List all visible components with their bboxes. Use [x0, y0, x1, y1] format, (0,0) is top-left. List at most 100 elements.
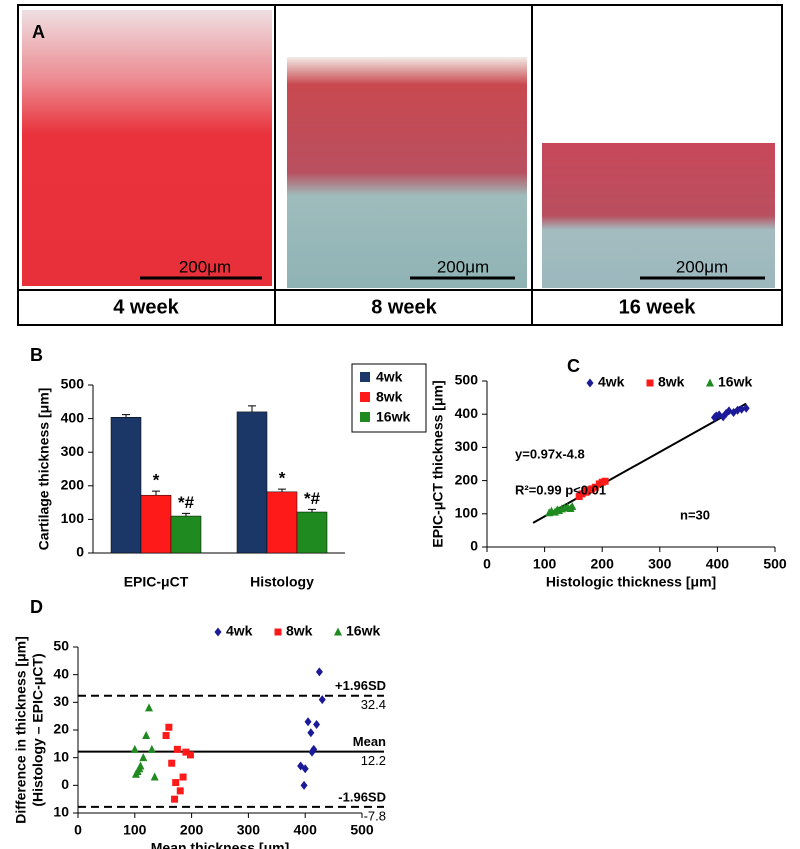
- x-axis-title: Mean thickness [μm]: [151, 840, 290, 849]
- x-tick-label: 300: [237, 822, 261, 838]
- y-tick-label: 200: [61, 477, 85, 493]
- x-tick-label: 300: [648, 556, 672, 572]
- panel-label: A: [32, 22, 45, 42]
- panel-label: B: [30, 345, 43, 365]
- bar-annotation: *: [279, 469, 286, 488]
- marker: [147, 744, 156, 753]
- panel-label: D: [30, 597, 43, 617]
- x-tick-label: 500: [350, 822, 374, 838]
- y-tick-label: 20: [53, 721, 69, 737]
- error-bar: [308, 508, 316, 513]
- legend-swatch: [360, 412, 370, 422]
- y-tick-label: 10: [53, 804, 69, 820]
- x-tick-label: 100: [533, 556, 557, 572]
- panel-frame: [17, 4, 783, 326]
- legend-marker: [274, 628, 282, 636]
- marker: [139, 753, 148, 762]
- annotation: y=0.97x-4.8: [515, 446, 585, 461]
- bar: [296, 511, 328, 554]
- bar-annotation: *: [153, 471, 160, 490]
- marker: [162, 732, 170, 740]
- panel-label: C: [567, 356, 580, 376]
- y-tick-label: 0: [76, 544, 84, 560]
- legend-swatch: [360, 372, 370, 382]
- marker: [318, 695, 326, 705]
- legend-marker: [214, 627, 222, 637]
- y-tick-label: 400: [61, 409, 85, 425]
- marker: [313, 719, 321, 729]
- marker: [601, 477, 609, 485]
- x-tick-label: 0: [483, 556, 491, 572]
- x-tick-label: 400: [706, 556, 730, 572]
- bar: [110, 417, 142, 554]
- y-tick-label: 200: [455, 471, 479, 487]
- y-tick-label: 30: [53, 693, 69, 709]
- y-tick-label: 500: [61, 376, 85, 392]
- bar: [266, 491, 298, 554]
- legend-label: 4wk: [376, 369, 403, 385]
- scale-bar-label: 200μm: [179, 257, 231, 276]
- legend-label: 8wk: [286, 623, 313, 639]
- y-tick-label: 400: [455, 405, 479, 421]
- marker: [136, 761, 145, 770]
- y-tick-label: 300: [61, 443, 85, 459]
- legend-label: 8wk: [658, 374, 685, 390]
- marker: [304, 717, 312, 727]
- histology-image: [287, 57, 527, 288]
- error-bar: [182, 512, 190, 517]
- reference-name: Mean: [353, 734, 386, 749]
- x-axis-title: Histologic thickness [μm]: [546, 574, 716, 590]
- reference-value: 32.4: [361, 697, 386, 712]
- legend-label: 16wk: [718, 374, 752, 390]
- legend-marker: [586, 378, 594, 388]
- annotation: n=30: [680, 507, 710, 522]
- histology-image: [542, 143, 775, 288]
- x-tick-label: 200: [180, 822, 204, 838]
- x-tick-label: 100: [123, 822, 147, 838]
- legend-swatch: [360, 392, 370, 402]
- legend-label: 8wk: [376, 389, 403, 405]
- y-tick-label: 100: [61, 510, 85, 526]
- marker: [142, 731, 151, 740]
- caption: 8 week: [371, 296, 437, 318]
- marker: [165, 723, 173, 731]
- y-axis-title: (Histology – EPIC-μCT): [30, 653, 46, 806]
- marker: [738, 404, 746, 414]
- marker: [168, 759, 176, 767]
- marker: [315, 667, 323, 677]
- x-tick-label: EPIC-μCT: [124, 574, 189, 590]
- y-tick-label: 0: [470, 538, 478, 554]
- reference-name: +1.96SD: [335, 678, 386, 693]
- marker: [150, 772, 159, 781]
- y-axis-title: EPIC-μCT thickness [μm]: [430, 380, 446, 547]
- reference-name: -1.96SD: [338, 789, 386, 804]
- y-tick-label: 40: [53, 665, 69, 681]
- error-bar: [152, 490, 160, 496]
- marker: [568, 501, 577, 510]
- y-tick-label: 50: [53, 638, 69, 654]
- bar: [140, 494, 172, 554]
- x-tick-label: 400: [294, 822, 318, 838]
- reference-value: 12.2: [361, 753, 386, 768]
- reference-value: -7.8: [364, 808, 386, 823]
- y-axis-title: Difference in thickness [μm]: [13, 636, 29, 824]
- y-axis-title: Cartilage thickness [μm]: [36, 388, 52, 551]
- y-tick-label: 0: [61, 776, 69, 792]
- scale-bar-label: 200μm: [437, 257, 489, 276]
- marker: [307, 728, 315, 738]
- caption: 4 week: [113, 296, 179, 318]
- error-bar: [248, 405, 256, 412]
- legend-marker: [646, 379, 654, 387]
- bar-annotation: *#: [304, 489, 321, 508]
- caption: 16 week: [619, 296, 697, 318]
- legend-label: 16wk: [376, 409, 410, 425]
- legend-label: 4wk: [598, 374, 625, 390]
- legend-label: 16wk: [346, 623, 380, 639]
- panel-a: A 200μm 200μm 200μm 4 week 8 week 16 wee…: [17, 4, 783, 326]
- histology-image: [22, 10, 272, 286]
- y-tick-label: 500: [455, 372, 479, 388]
- marker: [310, 744, 318, 754]
- marker: [301, 764, 309, 774]
- marker: [130, 744, 139, 753]
